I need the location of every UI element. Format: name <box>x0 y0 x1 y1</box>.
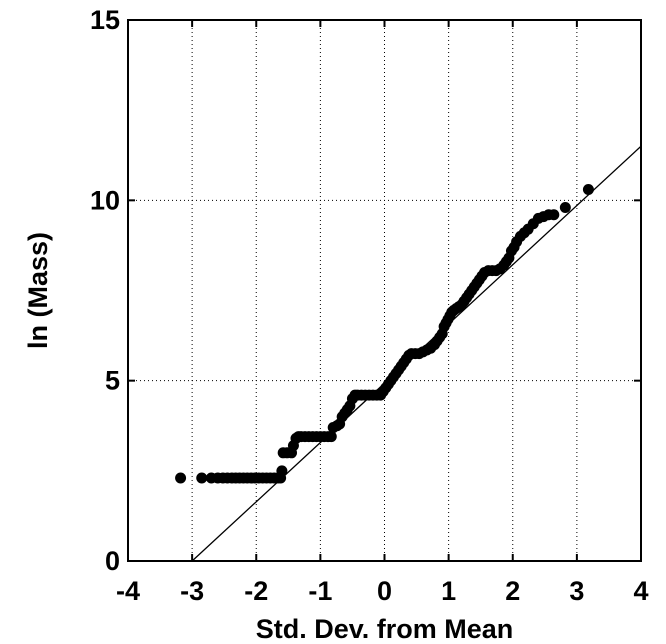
x-tick-label-7: 3 <box>569 576 584 606</box>
x-tick-label-2: -2 <box>244 576 268 606</box>
data-point-109 <box>559 202 571 214</box>
x-tick-label-4: 0 <box>377 576 392 606</box>
data-point-110 <box>582 184 594 196</box>
y-tick-label-2: 10 <box>90 185 120 215</box>
y-tick-labels: 0 5 10 15 <box>90 5 120 576</box>
data-point-1 <box>196 472 208 484</box>
data-point-0 <box>175 472 187 484</box>
x-tick-label-6: 2 <box>505 576 520 606</box>
x-tick-label-8: 4 <box>633 576 648 606</box>
data-points <box>175 184 594 484</box>
data-point-108 <box>548 209 560 221</box>
data-point-35 <box>325 431 337 443</box>
y-axis-label: ln (Mass) <box>23 232 53 349</box>
x-axis-label: Std. Dev. from Mean <box>256 614 514 644</box>
x-tick-labels: -4 -3 -2 -1 0 1 2 3 4 <box>116 576 649 606</box>
x-tick-label-0: -4 <box>116 576 140 606</box>
axis-ticks <box>127 19 642 562</box>
data-point-20 <box>276 465 288 477</box>
y-tick-label-0: 0 <box>105 546 120 576</box>
x-tick-label-3: -1 <box>308 576 332 606</box>
x-tick-label-1: -3 <box>180 576 204 606</box>
y-tick-label-1: 5 <box>105 366 120 396</box>
x-tick-label-5: 1 <box>441 576 456 606</box>
y-tick-label-3: 15 <box>90 5 120 35</box>
